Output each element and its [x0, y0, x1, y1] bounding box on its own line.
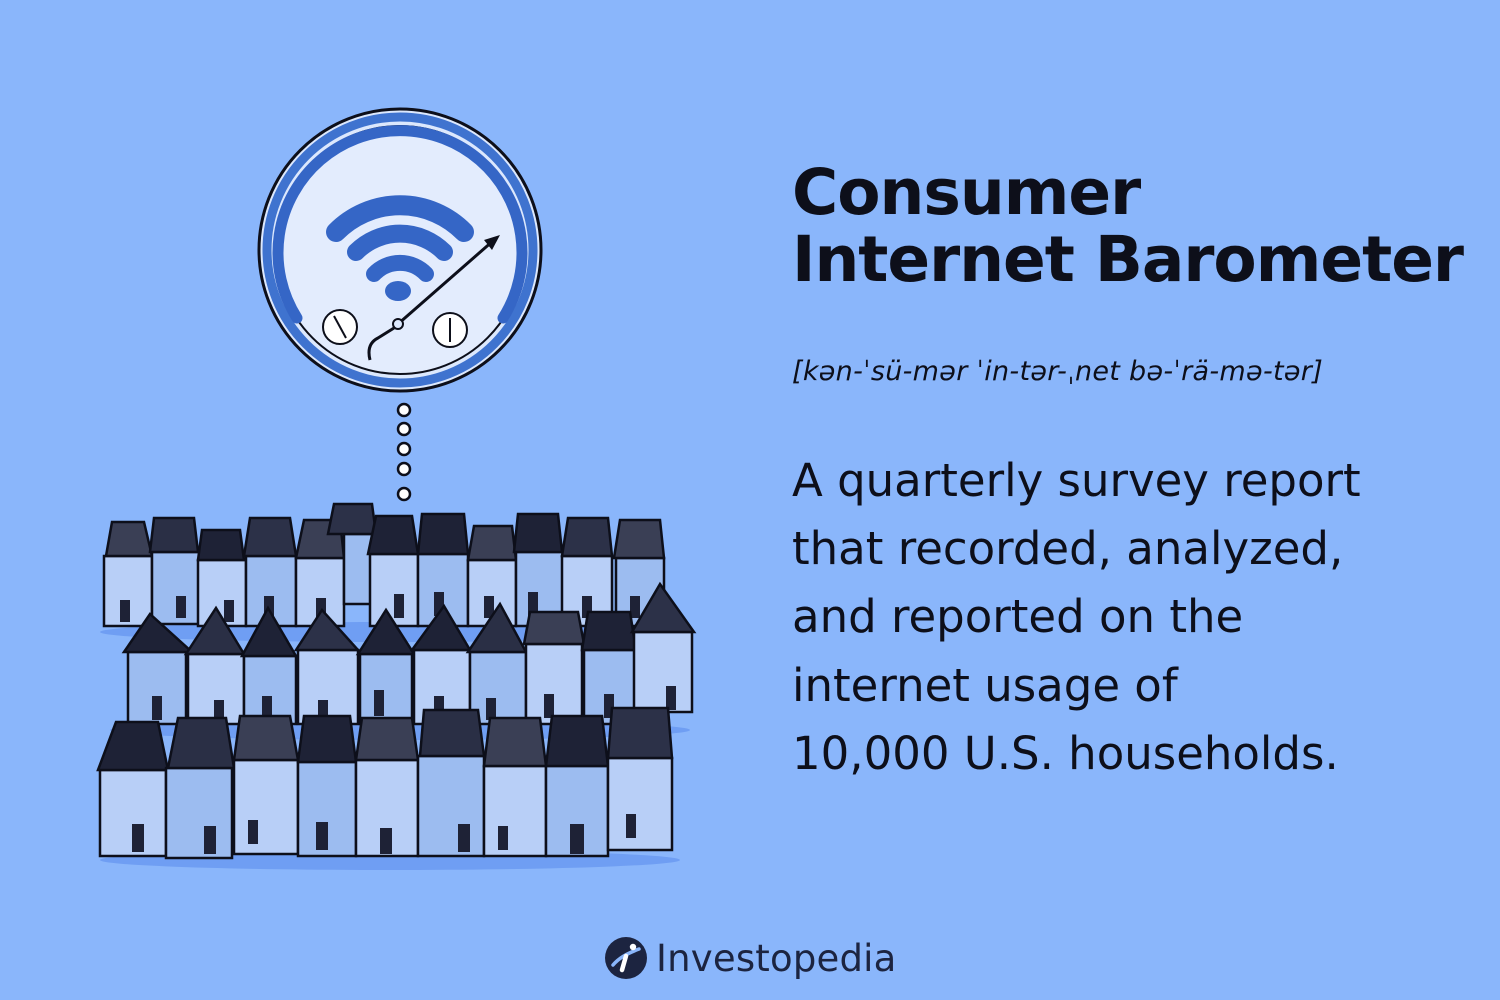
illustration-svg	[96, 107, 697, 870]
definition-line-2: that recorded, analyzed,	[792, 521, 1344, 575]
gauge-needle-icon	[367, 235, 500, 361]
wifi-icon	[326, 195, 474, 301]
title-line-1: Consumer	[792, 156, 1141, 229]
pronunciation: [kən-ˈsü-mər ˈin-tər-ˌnet bə-ˈrä-mə-tər]	[792, 355, 1324, 387]
house-doors-front	[132, 814, 636, 854]
small-dial-right	[432, 312, 468, 348]
small-dial-left	[322, 309, 358, 345]
definition-line-5: 10,000 U.S. households.	[792, 727, 1339, 781]
thought-bubble	[257, 107, 543, 393]
title-line-2: Internet Barometer	[792, 222, 1464, 296]
hero-illustration	[0, 0, 760, 900]
definition-panel: Consumer Internet Barometer [kən-ˈsü-mər…	[792, 156, 1472, 789]
thought-dots	[396, 402, 412, 502]
definition-line-1: A quarterly survey report	[792, 453, 1361, 507]
definition-line-4: internet usage of	[792, 658, 1178, 712]
brand-name: Investopedia	[656, 936, 897, 980]
house-doors-middle	[152, 686, 676, 722]
investopedia-logo-icon	[605, 937, 647, 979]
definition-text: A quarterly survey report that recorded,…	[792, 447, 1472, 789]
page-title: Consumer Internet Barometer	[792, 156, 1472, 296]
brand-logo: Investopedia	[604, 934, 897, 982]
house-row-back	[102, 502, 666, 628]
definition-line-3: and reported on the	[792, 590, 1244, 644]
